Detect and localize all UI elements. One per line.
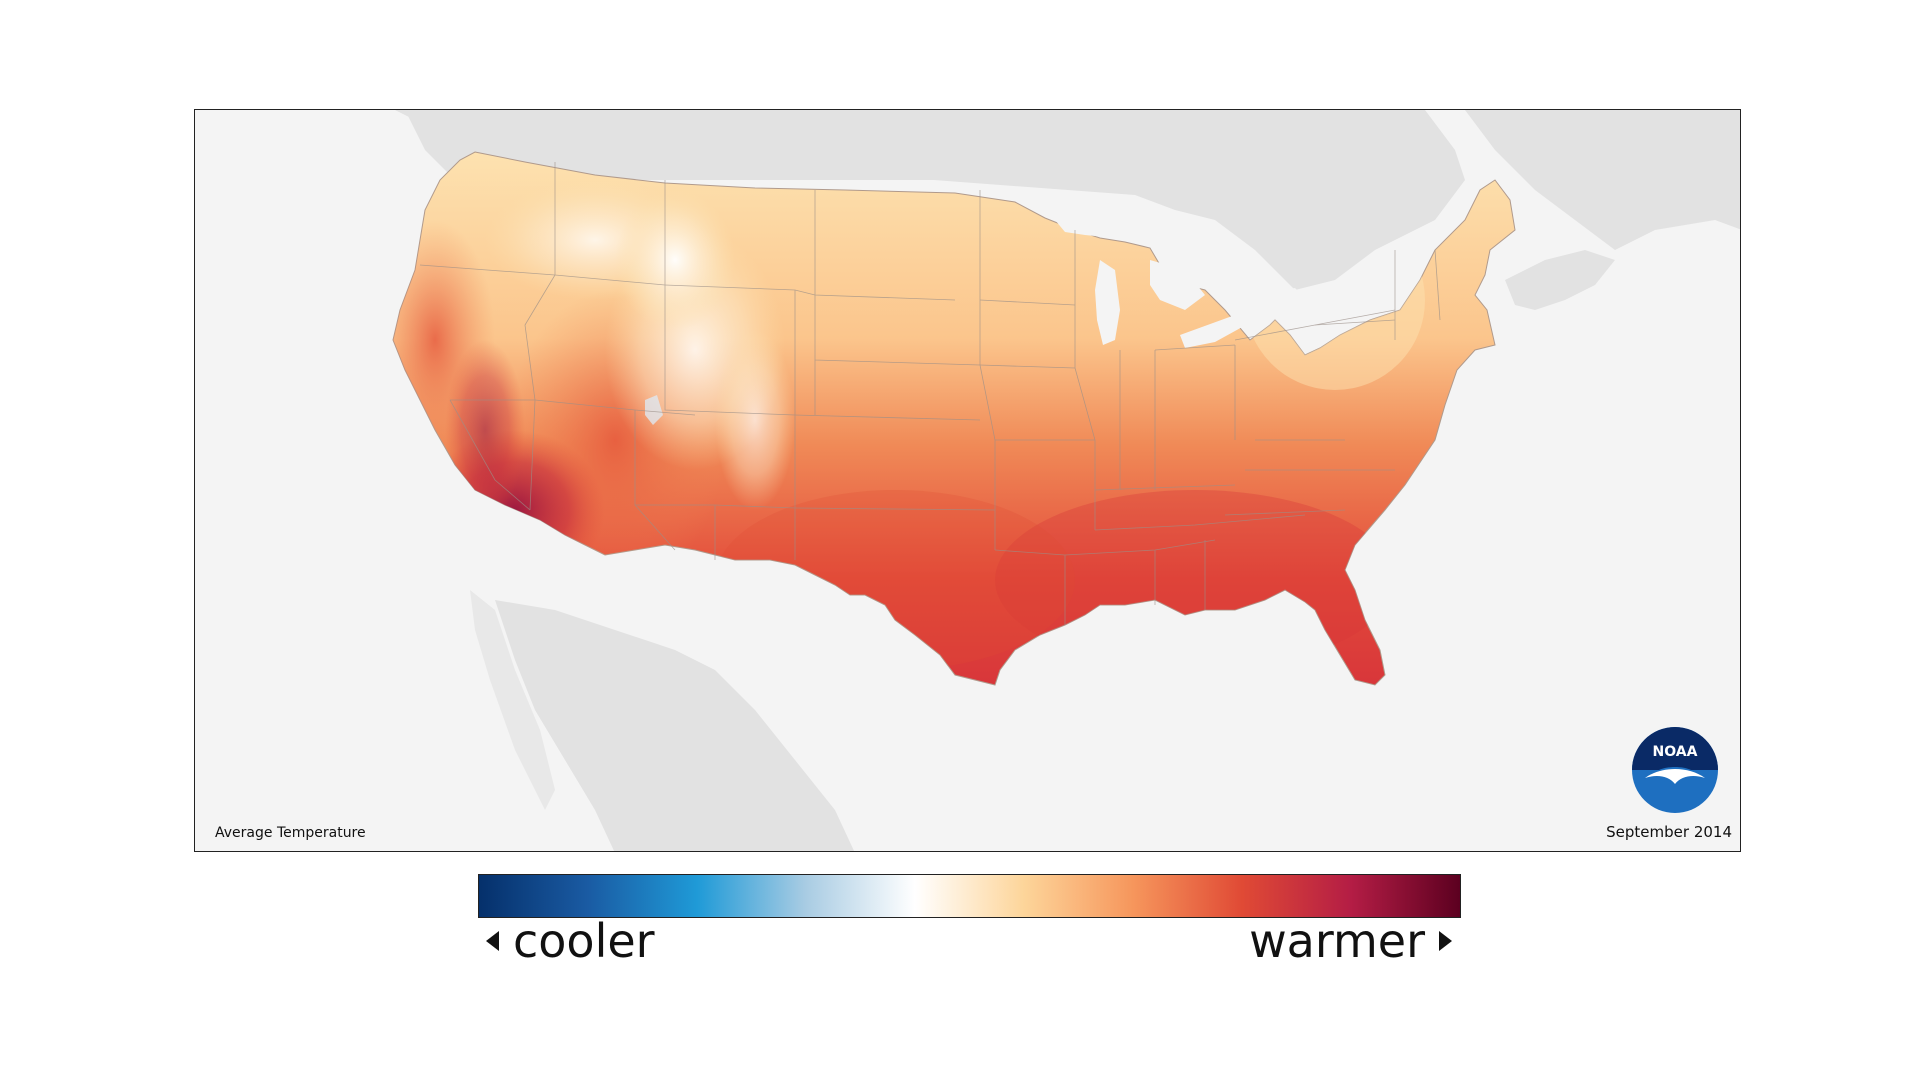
lake-erie bbox=[1180, 315, 1255, 348]
state-borders bbox=[419, 162, 1441, 625]
temperature-colorbar bbox=[478, 874, 1461, 918]
noaa-logo-icon: NOAA bbox=[1632, 727, 1718, 813]
map-panel: Average Temperature September 2014 NOAA bbox=[194, 109, 1741, 852]
mexico-land bbox=[495, 600, 855, 851]
canada-land-north bbox=[395, 110, 1465, 290]
baja-land bbox=[470, 590, 555, 810]
great-salt-lake bbox=[645, 395, 663, 425]
temperature-map bbox=[355, 110, 1740, 851]
triangle-left-icon bbox=[486, 931, 499, 951]
lake-michigan bbox=[1095, 260, 1120, 345]
lake-ontario bbox=[1250, 288, 1305, 308]
legend-high: warmer bbox=[1249, 914, 1452, 968]
lake-huron bbox=[1150, 260, 1205, 310]
legend-low-label: cooler bbox=[513, 914, 655, 968]
map-title: Average Temperature bbox=[215, 825, 366, 841]
triangle-right-icon bbox=[1439, 931, 1452, 951]
lake-superior bbox=[1055, 210, 1160, 242]
legend-high-label: warmer bbox=[1249, 914, 1425, 968]
legend-low: cooler bbox=[486, 914, 655, 968]
noaa-logo-text: NOAA bbox=[1653, 744, 1698, 760]
map-date: September 2014 bbox=[1606, 823, 1732, 841]
maritimes-land bbox=[1505, 250, 1615, 310]
